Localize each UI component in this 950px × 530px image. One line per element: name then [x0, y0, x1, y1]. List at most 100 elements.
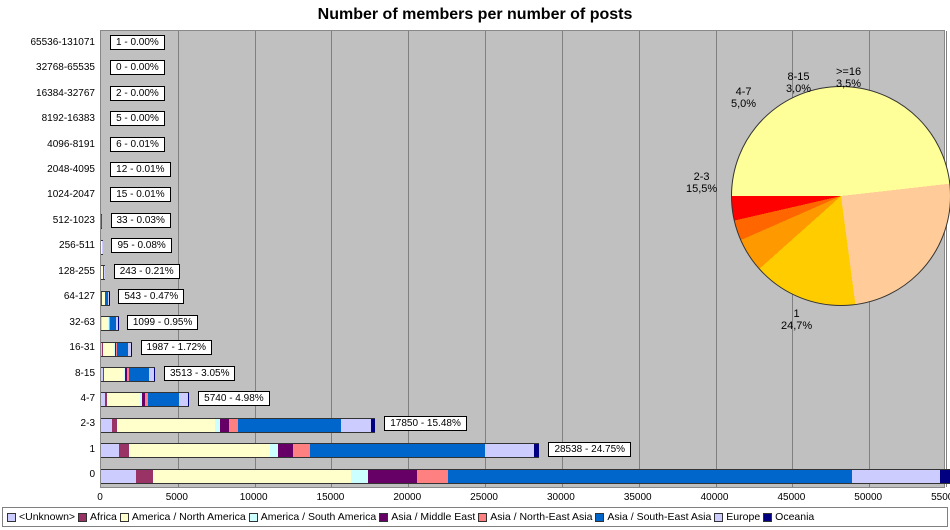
bar-segment — [220, 418, 229, 433]
x-tick-label: 45000 — [777, 492, 805, 503]
bar-row — [101, 464, 950, 489]
x-tick-label: 10000 — [240, 492, 268, 503]
bar-segment — [117, 342, 128, 357]
bar-value-label: 0 - 0.00% — [110, 60, 165, 75]
y-tick-label: 4096-8191 — [47, 139, 95, 150]
x-tick-label: 50000 — [854, 492, 882, 503]
bar-segment — [341, 418, 371, 433]
bar-segment — [448, 469, 852, 484]
bar-segment — [136, 469, 153, 484]
legend: <Unknown>Africa America / North AmericaAm… — [2, 507, 948, 527]
bar-segment — [229, 418, 238, 433]
legend-item: America / South America — [249, 511, 377, 523]
y-tick-label: 128-255 — [58, 266, 95, 277]
bar-segment — [148, 392, 179, 407]
y-tick-label: 32-63 — [69, 317, 95, 328]
bar-row — [101, 387, 189, 412]
y-tick-label: 64-127 — [64, 291, 95, 302]
y-tick-label: 32768-65535 — [36, 62, 95, 73]
legend-swatch — [763, 513, 772, 522]
bar-segment — [104, 367, 124, 382]
bar-segment — [417, 469, 448, 484]
bar-segment — [310, 443, 485, 458]
bar-row — [101, 260, 105, 285]
bar-row — [101, 362, 155, 387]
bar-row — [101, 336, 131, 361]
legend-item: Asia / Middle East — [379, 511, 475, 523]
legend-label: Oceania — [775, 511, 814, 523]
legend-item: <Unknown> — [7, 511, 75, 523]
pie-slice-label: 8-153,0% — [786, 71, 811, 95]
y-tick-label: 16384-32767 — [36, 88, 95, 99]
bar-segment — [153, 469, 351, 484]
legend-item: Asia / North-East Asia — [478, 511, 592, 523]
bar-segment — [119, 443, 128, 458]
bar-segment — [179, 392, 188, 407]
bar-segment — [129, 443, 270, 458]
bar-row — [101, 438, 539, 463]
pie-slice-label: >=163,5% — [836, 66, 861, 90]
bar-segment — [270, 443, 278, 458]
legend-item: America / North America — [120, 511, 246, 523]
legend-swatch — [120, 513, 129, 522]
bar-value-label: 6 - 0.01% — [110, 137, 165, 152]
x-tick-label: 5000 — [166, 492, 188, 503]
bar-segment — [107, 392, 141, 407]
bar-segment — [534, 443, 539, 458]
legend-swatch — [78, 513, 87, 522]
plot-area: 048,2%124,7%2-315,5%4-75,0%8-153,0%>=163… — [100, 30, 945, 488]
y-tick-label: 2048-4095 — [47, 164, 95, 175]
legend-item: Europe — [714, 511, 760, 523]
bar-value-label: 243 - 0.21% — [114, 264, 180, 279]
gridline — [562, 31, 563, 487]
bar-segment — [238, 418, 341, 433]
bar-value-label: 2 - 0.00% — [110, 86, 165, 101]
legend-swatch — [595, 513, 604, 522]
x-tick-label: 40000 — [701, 492, 729, 503]
bar-segment — [188, 392, 189, 407]
bar-segment — [940, 469, 950, 484]
bar-segment — [371, 418, 375, 433]
legend-label: Asia / South-East Asia — [607, 511, 711, 523]
y-tick-label: 16-31 — [69, 342, 95, 353]
bar-row — [101, 413, 375, 438]
bar-value-label: 15 - 0.01% — [110, 187, 170, 202]
x-tick-label: 55000 — [931, 492, 950, 503]
bar-segment — [368, 469, 417, 484]
y-tick-label: 1024-2047 — [47, 189, 95, 200]
x-tick-label: 0 — [97, 492, 103, 503]
legend-swatch — [249, 513, 258, 522]
x-tick-label: 30000 — [547, 492, 575, 503]
bar-segment — [117, 418, 215, 433]
bar-segment — [278, 443, 293, 458]
legend-label: <Unknown> — [19, 511, 75, 523]
legend-label: Europe — [726, 511, 760, 523]
bar-segment — [351, 469, 368, 484]
gridline — [485, 31, 486, 487]
bar-value-label: 3513 - 3.05% — [164, 366, 236, 381]
legend-label: America / North America — [132, 511, 246, 523]
legend-label: Asia / Middle East — [391, 511, 475, 523]
bar-value-label: 28538 - 24.75% — [548, 442, 631, 457]
bar-value-label: 543 - 0.47% — [118, 289, 184, 304]
bar-segment — [485, 443, 534, 458]
bar-segment — [293, 443, 310, 458]
bar-segment — [852, 469, 940, 484]
chart-title: Number of members per number of posts — [0, 6, 950, 24]
bar-value-label: 95 - 0.08% — [111, 238, 171, 253]
pie-slice-label: 124,7% — [781, 308, 812, 332]
legend-swatch — [7, 513, 16, 522]
bar-segment — [101, 469, 136, 484]
bar-segment — [129, 367, 149, 382]
legend-item: Africa — [78, 511, 117, 523]
bar-row — [101, 235, 102, 260]
bar-row — [101, 311, 118, 336]
bar-value-label: 33 - 0.03% — [111, 213, 171, 228]
pie-chart: 048,2%124,7%2-315,5%4-75,0%8-153,0%>=163… — [641, 76, 950, 326]
bar-value-label: 1099 - 0.95% — [127, 315, 199, 330]
legend-label: Asia / North-East Asia — [490, 511, 592, 523]
legend-item: Asia / South-East Asia — [595, 511, 711, 523]
bar-value-label: 1 - 0.00% — [110, 35, 165, 50]
x-tick-label: 25000 — [470, 492, 498, 503]
bar-value-label: 1987 - 1.72% — [141, 340, 213, 355]
